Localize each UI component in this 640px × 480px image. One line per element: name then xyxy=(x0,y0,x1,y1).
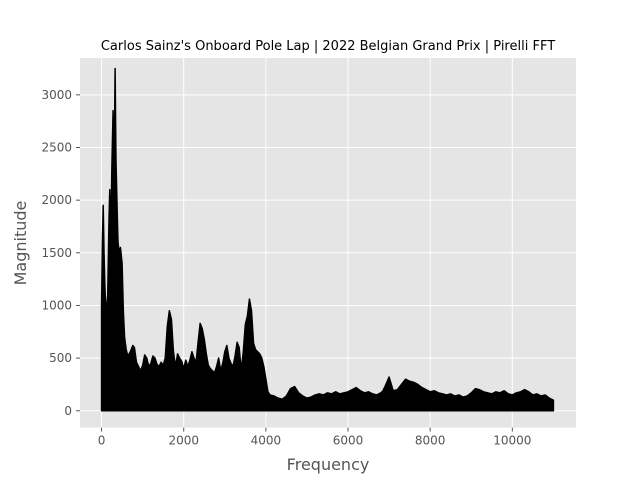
x-tick-label: 6000 xyxy=(333,434,364,448)
data-series xyxy=(100,67,555,412)
y-tick-label: 3000 xyxy=(41,88,72,102)
chart-title: Carlos Sainz's Onboard Pole Lap | 2022 B… xyxy=(101,39,555,54)
x-tick-label: 8000 xyxy=(415,434,446,448)
y-axis-title: Magnitude xyxy=(11,201,30,286)
x-tick-label: 10000 xyxy=(493,434,531,448)
y-tick-label: 1000 xyxy=(41,298,72,312)
y-tick-label: 1500 xyxy=(41,246,72,260)
y-tick-label: 500 xyxy=(49,351,72,365)
axis-ticks: 0 2000 4000 6000 8000 10000 0 500 1000 1500 2000 25… xyxy=(41,88,531,448)
y-tick-label: 2000 xyxy=(41,193,72,207)
fft-magnitude-series xyxy=(100,67,555,412)
grid-lines xyxy=(80,58,576,428)
x-tick-label: 0 xyxy=(98,434,106,448)
x-axis-title: Frequency xyxy=(287,455,370,474)
y-tick-label: 2500 xyxy=(41,141,72,155)
y-tick-label: 0 xyxy=(64,404,72,418)
x-tick-label: 4000 xyxy=(251,434,282,448)
x-tick-label: 2000 xyxy=(168,434,199,448)
